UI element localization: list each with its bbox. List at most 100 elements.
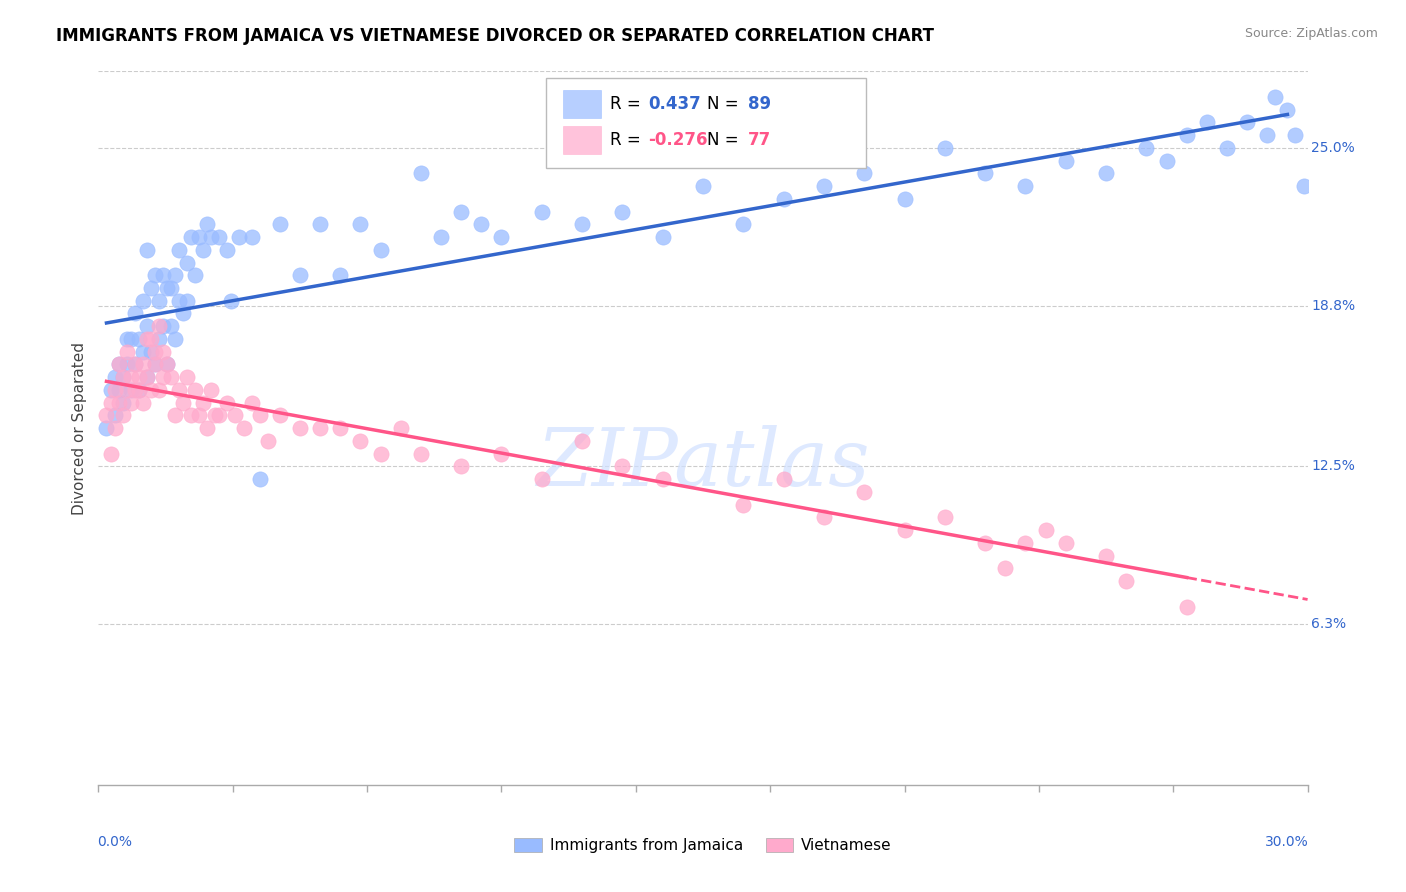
Point (195, 421, 218, 435)
Point (853, 484, 876, 499)
Text: N =: N = (707, 131, 744, 149)
Point (1095, 549, 1118, 563)
Point (124, 306, 146, 320)
Point (1035, 523, 1057, 537)
Text: 25.0%: 25.0% (1312, 141, 1355, 155)
Point (1216, 141, 1239, 155)
Point (160, 370, 183, 384)
Point (571, 434, 593, 448)
Legend: Immigrants from Jamaica, Vietnamese: Immigrants from Jamaica, Vietnamese (509, 832, 897, 859)
Point (115, 358, 138, 372)
Text: -0.276: -0.276 (648, 131, 709, 149)
Point (143, 344, 166, 359)
Point (288, 268, 311, 283)
Point (143, 358, 166, 372)
FancyBboxPatch shape (562, 90, 602, 119)
Point (1264, 90, 1286, 104)
Point (124, 358, 146, 372)
Point (240, 230, 263, 244)
Point (115, 344, 138, 359)
Point (370, 243, 392, 257)
Point (853, 166, 876, 180)
FancyBboxPatch shape (546, 78, 866, 168)
Point (176, 255, 198, 269)
Point (228, 230, 250, 244)
Point (111, 370, 134, 384)
Point (269, 217, 291, 231)
Point (135, 243, 157, 257)
Point (100, 383, 122, 397)
Point (148, 332, 170, 346)
Point (96, 409, 118, 423)
Point (349, 434, 371, 448)
Point (132, 293, 155, 308)
Point (156, 358, 179, 372)
Point (733, 217, 755, 231)
Point (651, 230, 673, 244)
Point (128, 370, 150, 384)
Point (103, 421, 125, 435)
Point (974, 166, 997, 180)
Point (1236, 115, 1258, 129)
Point (349, 217, 371, 231)
Point (1095, 166, 1118, 180)
Text: 77: 77 (748, 131, 770, 149)
Point (139, 383, 162, 397)
Point (221, 293, 243, 308)
Point (107, 395, 129, 409)
Point (1156, 153, 1178, 168)
Point (309, 217, 332, 231)
Point (1175, 599, 1198, 614)
Point (208, 409, 231, 423)
Point (120, 332, 142, 346)
Point (204, 409, 226, 423)
Point (200, 383, 222, 397)
Point (96, 421, 118, 435)
Point (450, 204, 472, 219)
Point (132, 358, 155, 372)
Point (1292, 179, 1315, 194)
Point (184, 268, 207, 283)
Point (256, 434, 278, 448)
Point (120, 395, 142, 409)
Point (530, 204, 553, 219)
Point (813, 510, 835, 524)
Point (176, 370, 198, 384)
Point (571, 217, 593, 231)
Point (450, 459, 472, 474)
Point (120, 383, 142, 397)
Point (139, 344, 162, 359)
Point (409, 166, 432, 180)
Point (167, 383, 190, 397)
Point (156, 281, 179, 295)
Point (111, 370, 134, 384)
Point (152, 319, 174, 334)
Point (148, 293, 170, 308)
Point (103, 409, 125, 423)
Point (128, 383, 150, 397)
Point (139, 281, 162, 295)
Text: 12.5%: 12.5% (1312, 459, 1355, 474)
Text: 6.3%: 6.3% (1312, 617, 1347, 632)
Point (249, 472, 271, 486)
Point (692, 179, 714, 194)
Point (152, 370, 174, 384)
Point (240, 395, 263, 409)
Point (143, 358, 166, 372)
Point (772, 192, 794, 206)
Point (224, 409, 246, 423)
Point (193, 395, 215, 409)
Point (217, 395, 239, 409)
Point (269, 409, 291, 423)
Point (309, 421, 332, 435)
Point (893, 192, 915, 206)
Point (167, 243, 190, 257)
Point (180, 409, 202, 423)
Point (135, 319, 157, 334)
Point (172, 395, 194, 409)
Point (163, 409, 186, 423)
Point (470, 217, 492, 231)
Point (107, 383, 129, 397)
Text: ZIPatlas: ZIPatlas (536, 425, 870, 502)
Point (107, 358, 129, 372)
